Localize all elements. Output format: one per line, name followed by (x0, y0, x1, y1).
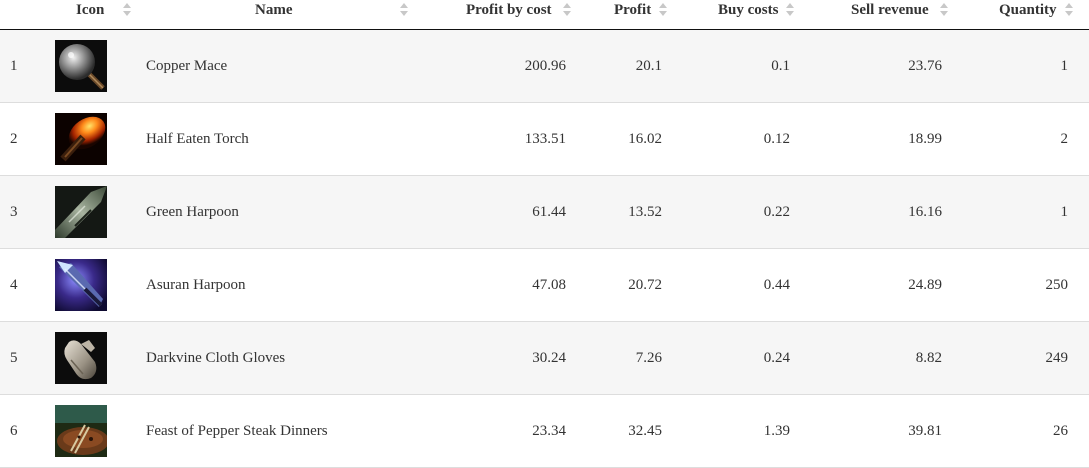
quantity-value: 250 (1045, 277, 1069, 293)
table-row[interactable]: 1 Copper Mace 200.96 20.1 0.1 23 (0, 30, 1089, 103)
sort-icon[interactable] (659, 3, 667, 17)
table-row[interactable]: 2 Half Eaten Torch 133.51 16.02 (0, 103, 1089, 176)
column-header-icon-label: Icon (76, 2, 105, 18)
sell-revenue-value: 24.89 (908, 277, 942, 293)
profit-value: 7.26 (635, 350, 662, 366)
quantity-value: 1 (1060, 58, 1069, 74)
profit-value: 32.45 (628, 423, 662, 439)
sort-icon[interactable] (940, 3, 948, 17)
column-header-icon[interactable]: Icon (76, 0, 136, 29)
profit-value: 13.52 (628, 204, 662, 220)
quantity-value: 2 (1060, 131, 1069, 147)
row-index: 4 (10, 277, 18, 293)
buy-costs-value: 1.39 (763, 423, 790, 439)
item-name: Feast of Pepper Steak Dinners (146, 423, 328, 439)
column-header-quantity-label: Quantity (999, 2, 1057, 18)
sort-icon[interactable] (786, 3, 794, 17)
profit-by-cost-value: 47.08 (532, 277, 566, 293)
green-harpoon-icon (55, 186, 107, 238)
sell-revenue-value: 39.81 (908, 423, 942, 439)
feast-pepper-steak-icon (55, 405, 107, 457)
profit-by-cost-value: 133.51 (524, 131, 566, 147)
row-index: 1 (10, 58, 18, 74)
column-header-sell-revenue[interactable]: Sell revenue (851, 0, 961, 29)
column-header-quantity[interactable]: Quantity (999, 0, 1081, 29)
buy-costs-value: 0.1 (771, 58, 790, 74)
row-index: 6 (10, 423, 18, 439)
quantity-value: 1 (1060, 204, 1069, 220)
row-index: 2 (10, 131, 18, 147)
sort-icon[interactable] (400, 3, 408, 17)
table-row[interactable]: 3 Green Harpoon 61.44 13.52 0.22 16.16 (0, 176, 1089, 249)
profit-by-cost-value: 30.24 (532, 350, 566, 366)
table-row[interactable]: 4 Asuran Harpoon 47.08 20.72 0.44 (0, 249, 1089, 322)
item-name: Green Harpoon (146, 204, 239, 220)
asuran-harpoon-icon (55, 259, 107, 311)
column-header-name-label: Name (255, 2, 293, 18)
buy-costs-value: 0.22 (763, 204, 790, 220)
sort-icon[interactable] (563, 3, 571, 17)
copper-mace-icon (55, 40, 107, 92)
quantity-value: 26 (1053, 423, 1068, 439)
buy-costs-value: 0.24 (763, 350, 790, 366)
column-header-name[interactable]: Name (255, 0, 415, 29)
sell-revenue-value: 8.82 (915, 350, 942, 366)
quantity-value: 249 (1045, 350, 1069, 366)
profit-value: 20.1 (635, 58, 662, 74)
item-name: Copper Mace (146, 58, 228, 74)
item-name: Half Eaten Torch (146, 131, 249, 147)
row-index: 3 (10, 204, 18, 220)
row-index: 5 (10, 350, 18, 366)
table-row[interactable]: 6 Feast of Pepper Steak Dinners 23.34 32… (0, 395, 1089, 468)
column-header-profit-by-cost[interactable]: Profit by cost (466, 0, 576, 29)
profit-by-cost-value: 200.96 (524, 58, 566, 74)
table-header: Icon Name Profit by cost Profit Buy cost… (0, 0, 1089, 30)
item-name: Asuran Harpoon (146, 277, 246, 293)
column-header-sell-revenue-label: Sell revenue (851, 2, 929, 18)
column-header-buy-costs-label: Buy costs (718, 2, 779, 18)
buy-costs-value: 0.12 (763, 131, 790, 147)
column-header-profit-label: Profit (614, 2, 652, 18)
sort-icon[interactable] (1065, 3, 1073, 17)
profit-by-cost-value: 23.34 (532, 423, 566, 439)
half-eaten-torch-icon (55, 113, 107, 165)
profit-value: 20.72 (628, 277, 662, 293)
sort-icon[interactable] (123, 3, 131, 17)
table-row[interactable]: 5 Darkvine Cloth Gloves 30.24 7.26 0.24 … (0, 322, 1089, 395)
column-header-profit[interactable]: Profit (614, 0, 674, 29)
column-header-buy-costs[interactable]: Buy costs (718, 0, 808, 29)
sell-revenue-value: 16.16 (908, 204, 942, 220)
column-header-profit-by-cost-label: Profit by cost (466, 2, 552, 18)
item-name: Darkvine Cloth Gloves (146, 350, 286, 366)
darkvine-cloth-gloves-icon (55, 332, 107, 384)
buy-costs-value: 0.44 (763, 277, 790, 293)
sell-revenue-value: 23.76 (908, 58, 942, 74)
sell-revenue-value: 18.99 (908, 131, 942, 147)
profit-by-cost-value: 61.44 (532, 204, 566, 220)
profit-value: 16.02 (628, 131, 662, 147)
